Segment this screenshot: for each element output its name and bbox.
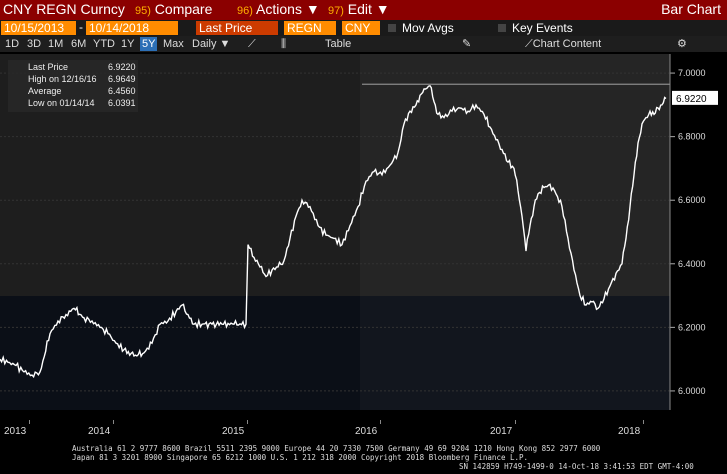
x-label-2017: 2017	[490, 426, 513, 437]
last-price-box	[672, 90, 718, 105]
x-tick	[113, 420, 114, 424]
y-tick-label-5: 6.0000	[678, 386, 706, 396]
y-tick-label-0: 7.0000	[678, 68, 706, 78]
y-axis: 7.0000 6.8000 6.6000 6.4000 6.2000 6.0000	[669, 54, 706, 410]
footer-line-3: SN 142859 H749-1499-0 14-Oct-18 3:41:53 …	[459, 462, 694, 471]
edit-menu[interactable]: 97) Edit ▼	[328, 1, 390, 17]
y-tick-label-1: 6.8000	[678, 132, 706, 142]
legend-high-value: 6.9649	[108, 74, 136, 84]
period-1d[interactable]: 1D	[5, 38, 20, 50]
last-price-value: 6.9220	[676, 94, 707, 105]
x-tick	[29, 420, 30, 424]
legend-low-label: Low on 01/14/14	[28, 98, 95, 108]
x-axis-labels: 2013 2014 2015 2016 2017 2018	[0, 420, 727, 438]
controls-row: 10/15/2013 - 10/14/2018 Last Price REGN …	[0, 20, 727, 36]
mov-avgs-checkbox[interactable]	[388, 24, 396, 32]
x-label-2013: 2013	[4, 426, 27, 437]
x-tick	[380, 420, 381, 424]
toolbar: 1D 3D 1M 6M YTD 1Y 5Y Max Daily ▼ ⟋ ⫼ Ta…	[0, 36, 727, 52]
x-tick	[247, 420, 248, 424]
legend: Last Price 6.9220 High on 12/16/16 6.964…	[8, 60, 138, 112]
plot-lower-band	[0, 296, 670, 410]
legend-last-price-value: 6.9220	[108, 62, 136, 72]
price-chart: 7.0000 6.8000 6.6000 6.4000 6.2000 6.0000 6.9…	[0, 54, 718, 410]
security-field[interactable]: REGN	[284, 21, 336, 35]
period-6m[interactable]: 6M	[71, 38, 87, 50]
last-price-label: 6.9220	[672, 90, 718, 105]
x-label-2018: 2018	[618, 426, 641, 437]
period-max[interactable]: Max	[163, 38, 184, 50]
price-field-select[interactable]: Last Price	[196, 21, 278, 35]
compare-menu[interactable]: 95) Compare	[135, 1, 213, 17]
key-events-checkbox[interactable]	[498, 24, 506, 32]
mov-avgs-label: Mov Avgs	[402, 21, 454, 35]
frequency-select[interactable]: Daily ▼	[192, 38, 231, 50]
key-events-label: Key Events	[512, 21, 573, 35]
date-separator: -	[79, 20, 83, 34]
table-button[interactable]: Table	[325, 38, 352, 50]
x-label-2015: 2015	[222, 426, 245, 437]
footer-line-1: Australia 61 2 9777 8600 Brazil 5511 239…	[72, 444, 601, 453]
end-date-field[interactable]: 10/14/2018	[86, 21, 178, 35]
footer-line-2: Japan 81 3 3201 8900 Singapore 65 6212 1…	[72, 453, 529, 462]
security-title: CNY REGN Curncy	[3, 1, 125, 17]
y-tick-label-3: 6.4000	[678, 259, 706, 269]
x-tick	[643, 420, 644, 424]
y-tick-label-2: 6.6000	[678, 195, 706, 205]
chart-content-icon: ⟋	[525, 38, 533, 50]
chart-content-button[interactable]: ⟋Chart Content	[525, 38, 602, 50]
actions-menu[interactable]: 96) Actions ▼	[237, 1, 320, 17]
period-1m[interactable]: 1M	[48, 38, 64, 50]
price-series-line	[0, 84, 667, 379]
legend-last-price-label: Last Price	[28, 62, 69, 72]
bar-type-icon[interactable]: ⫼	[281, 38, 287, 50]
legend-low-value: 6.0391	[108, 98, 136, 108]
settings-gear-icon[interactable]: ⚙	[677, 38, 687, 50]
x-tick	[515, 420, 516, 424]
edit-pencil-icon[interactable]: ✎	[462, 38, 472, 50]
legend-average-label: Average	[28, 86, 62, 96]
currency-field[interactable]: CNY	[342, 21, 380, 35]
period-ytd[interactable]: YTD	[93, 38, 115, 50]
period-5y[interactable]: 5Y	[140, 37, 158, 51]
footer: Australia 61 2 9777 8600 Brazil 5511 239…	[0, 438, 727, 474]
x-label-2016: 2016	[355, 426, 378, 437]
start-date-field[interactable]: 10/15/2013	[1, 21, 76, 35]
period-3d[interactable]: 3D	[27, 38, 42, 50]
period-1y[interactable]: 1Y	[121, 38, 135, 50]
line-chart-icon[interactable]: ⟋	[248, 38, 256, 50]
y-tick-label-4: 6.2000	[678, 322, 706, 332]
bar-chart-label: Bar Chart	[661, 1, 721, 17]
legend-average-value: 6.4560	[108, 86, 136, 96]
legend-high-label: High on 12/16/16	[28, 74, 97, 84]
title-bar: CNY REGN Curncy 95) Compare 96) Actions …	[0, 0, 727, 20]
shaded-region	[360, 54, 670, 410]
x-label-2014: 2014	[88, 426, 111, 437]
